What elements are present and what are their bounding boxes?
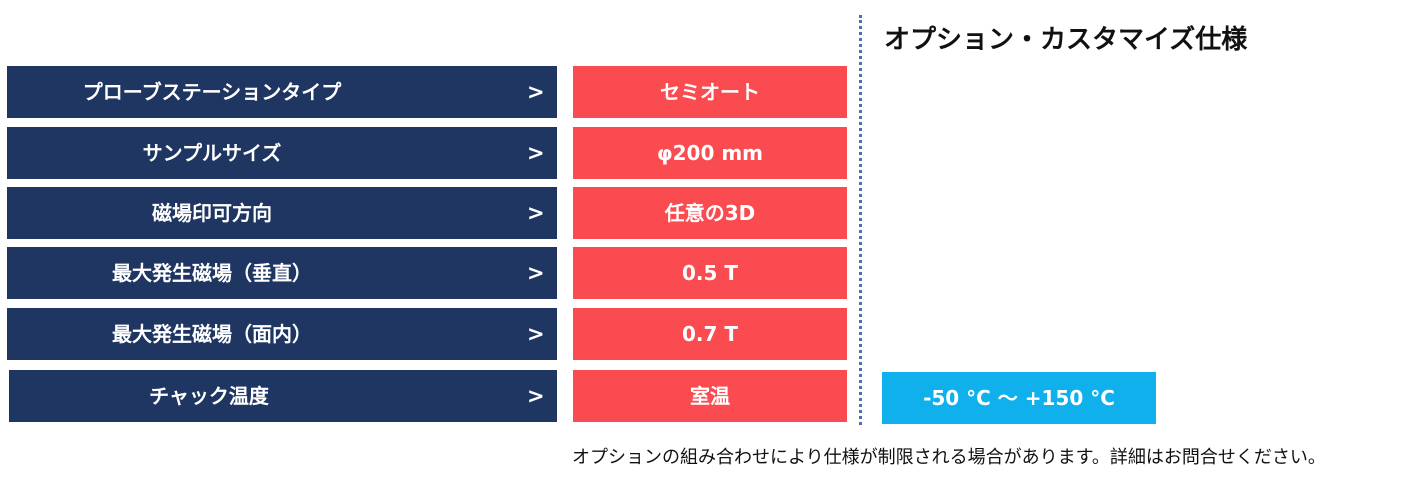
spec-label-box: 磁場印可方向 > [7, 187, 557, 239]
spec-label: 磁場印可方向 [152, 201, 272, 225]
arrow-icon: > [527, 384, 545, 408]
spec-row-chuck-temperature: チャック温度 > 室温 [0, 370, 850, 422]
arrow-icon: > [527, 141, 545, 165]
spec-label: チャック温度 [149, 384, 269, 408]
spec-row-probe-station-type: プローブステーションタイプ > セミオート [0, 66, 850, 118]
option-chuck-temperature: -50 °C 〜 +150 °C [882, 372, 1156, 424]
spec-label: プローブステーションタイプ [82, 80, 342, 104]
arrow-icon: > [527, 80, 545, 104]
spec-label-box: 最大発生磁場（面内） > [7, 308, 557, 360]
spec-value: 0.7 T [573, 308, 847, 360]
spec-row-field-direction: 磁場印可方向 > 任意の3D [0, 187, 850, 239]
dotted-divider [859, 15, 862, 425]
spec-label-box: チャック温度 > [9, 370, 557, 422]
spec-value: φ200 mm [573, 127, 847, 179]
arrow-icon: > [527, 261, 545, 285]
spec-label: 最大発生磁場（面内） [112, 322, 312, 346]
spec-value: 0.5 T [573, 247, 847, 299]
spec-label: サンプルサイズ [142, 141, 282, 165]
spec-value: 任意の3D [573, 187, 847, 239]
arrow-icon: > [527, 322, 545, 346]
spec-label: 最大発生磁場（垂直） [112, 261, 312, 285]
spec-label-box: 最大発生磁場（垂直） > [7, 247, 557, 299]
option-customize-heading: オプション・カスタマイズ仕様 [884, 25, 1248, 55]
spec-row-max-field-vertical: 最大発生磁場（垂直） > 0.5 T [0, 247, 850, 299]
spec-row-sample-size: サンプルサイズ > φ200 mm [0, 127, 850, 179]
footnote: オプションの組み合わせにより仕様が制限される場合があります。詳細はお問合せくださ… [572, 447, 1326, 468]
spec-label-box: サンプルサイズ > [7, 127, 557, 179]
arrow-icon: > [527, 201, 545, 225]
spec-value: 室温 [573, 370, 847, 422]
spec-label-box: プローブステーションタイプ > [7, 66, 557, 118]
spec-row-max-field-inplane: 最大発生磁場（面内） > 0.7 T [0, 308, 850, 360]
spec-value: セミオート [573, 66, 847, 118]
